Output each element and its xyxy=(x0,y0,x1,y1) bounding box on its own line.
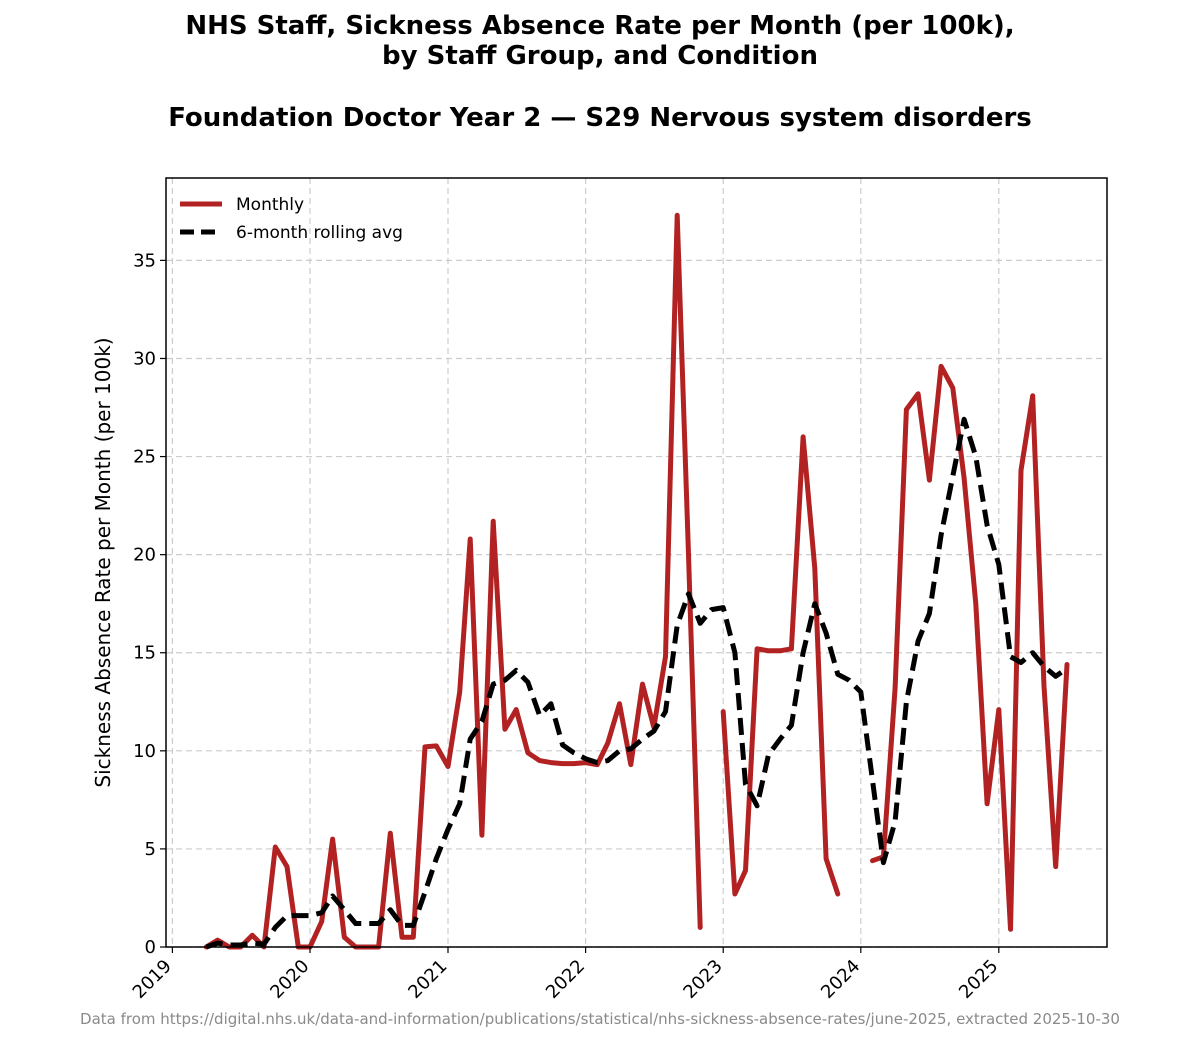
rolling-avg-series-line xyxy=(205,416,1069,950)
chart-title-line-1: NHS Staff, Sickness Absence Rate per Mon… xyxy=(185,11,1015,41)
grid-lines xyxy=(166,178,1107,948)
x-tick-label: 2024 xyxy=(817,956,864,1003)
y-tick-label: 0 xyxy=(145,937,156,958)
y-tick-label: 35 xyxy=(133,250,156,271)
x-tick-label: 2025 xyxy=(955,956,1002,1003)
plot-frame xyxy=(165,177,1108,948)
x-tick-label: 2019 xyxy=(129,956,176,1003)
x-tick-label: 2020 xyxy=(266,956,313,1003)
y-tick-label: 30 xyxy=(133,348,156,369)
y-tick-label: 20 xyxy=(133,545,156,566)
monthly-series-line xyxy=(720,434,841,897)
x-tick-label: 2021 xyxy=(404,956,451,1003)
monthly-series-line xyxy=(203,212,703,950)
legend-label-monthly: Monthly xyxy=(236,195,304,215)
legend: Monthly 6-month rolling avg xyxy=(180,195,403,243)
chart-title-line-2: by Staff Group, and Condition xyxy=(382,41,818,71)
monthly-series-line xyxy=(870,363,1070,932)
y-tick-label: 15 xyxy=(133,643,156,664)
y-axis-label: Sickness Absence Rate per Month (per 100… xyxy=(91,337,115,787)
legend-label-rolling-avg: 6-month rolling avg xyxy=(236,223,403,243)
series-layer xyxy=(203,212,1070,950)
x-tick-label: 2023 xyxy=(680,956,727,1003)
y-tick-label: 5 xyxy=(145,839,156,860)
source-note: Data from https://digital.nhs.uk/data-an… xyxy=(80,1010,1120,1028)
y-tick-label: 25 xyxy=(133,447,156,468)
y-tick-label: 10 xyxy=(133,741,156,762)
chart-subtitle: Foundation Doctor Year 2 — S29 Nervous s… xyxy=(168,103,1032,133)
x-tick-label: 2022 xyxy=(542,956,589,1003)
